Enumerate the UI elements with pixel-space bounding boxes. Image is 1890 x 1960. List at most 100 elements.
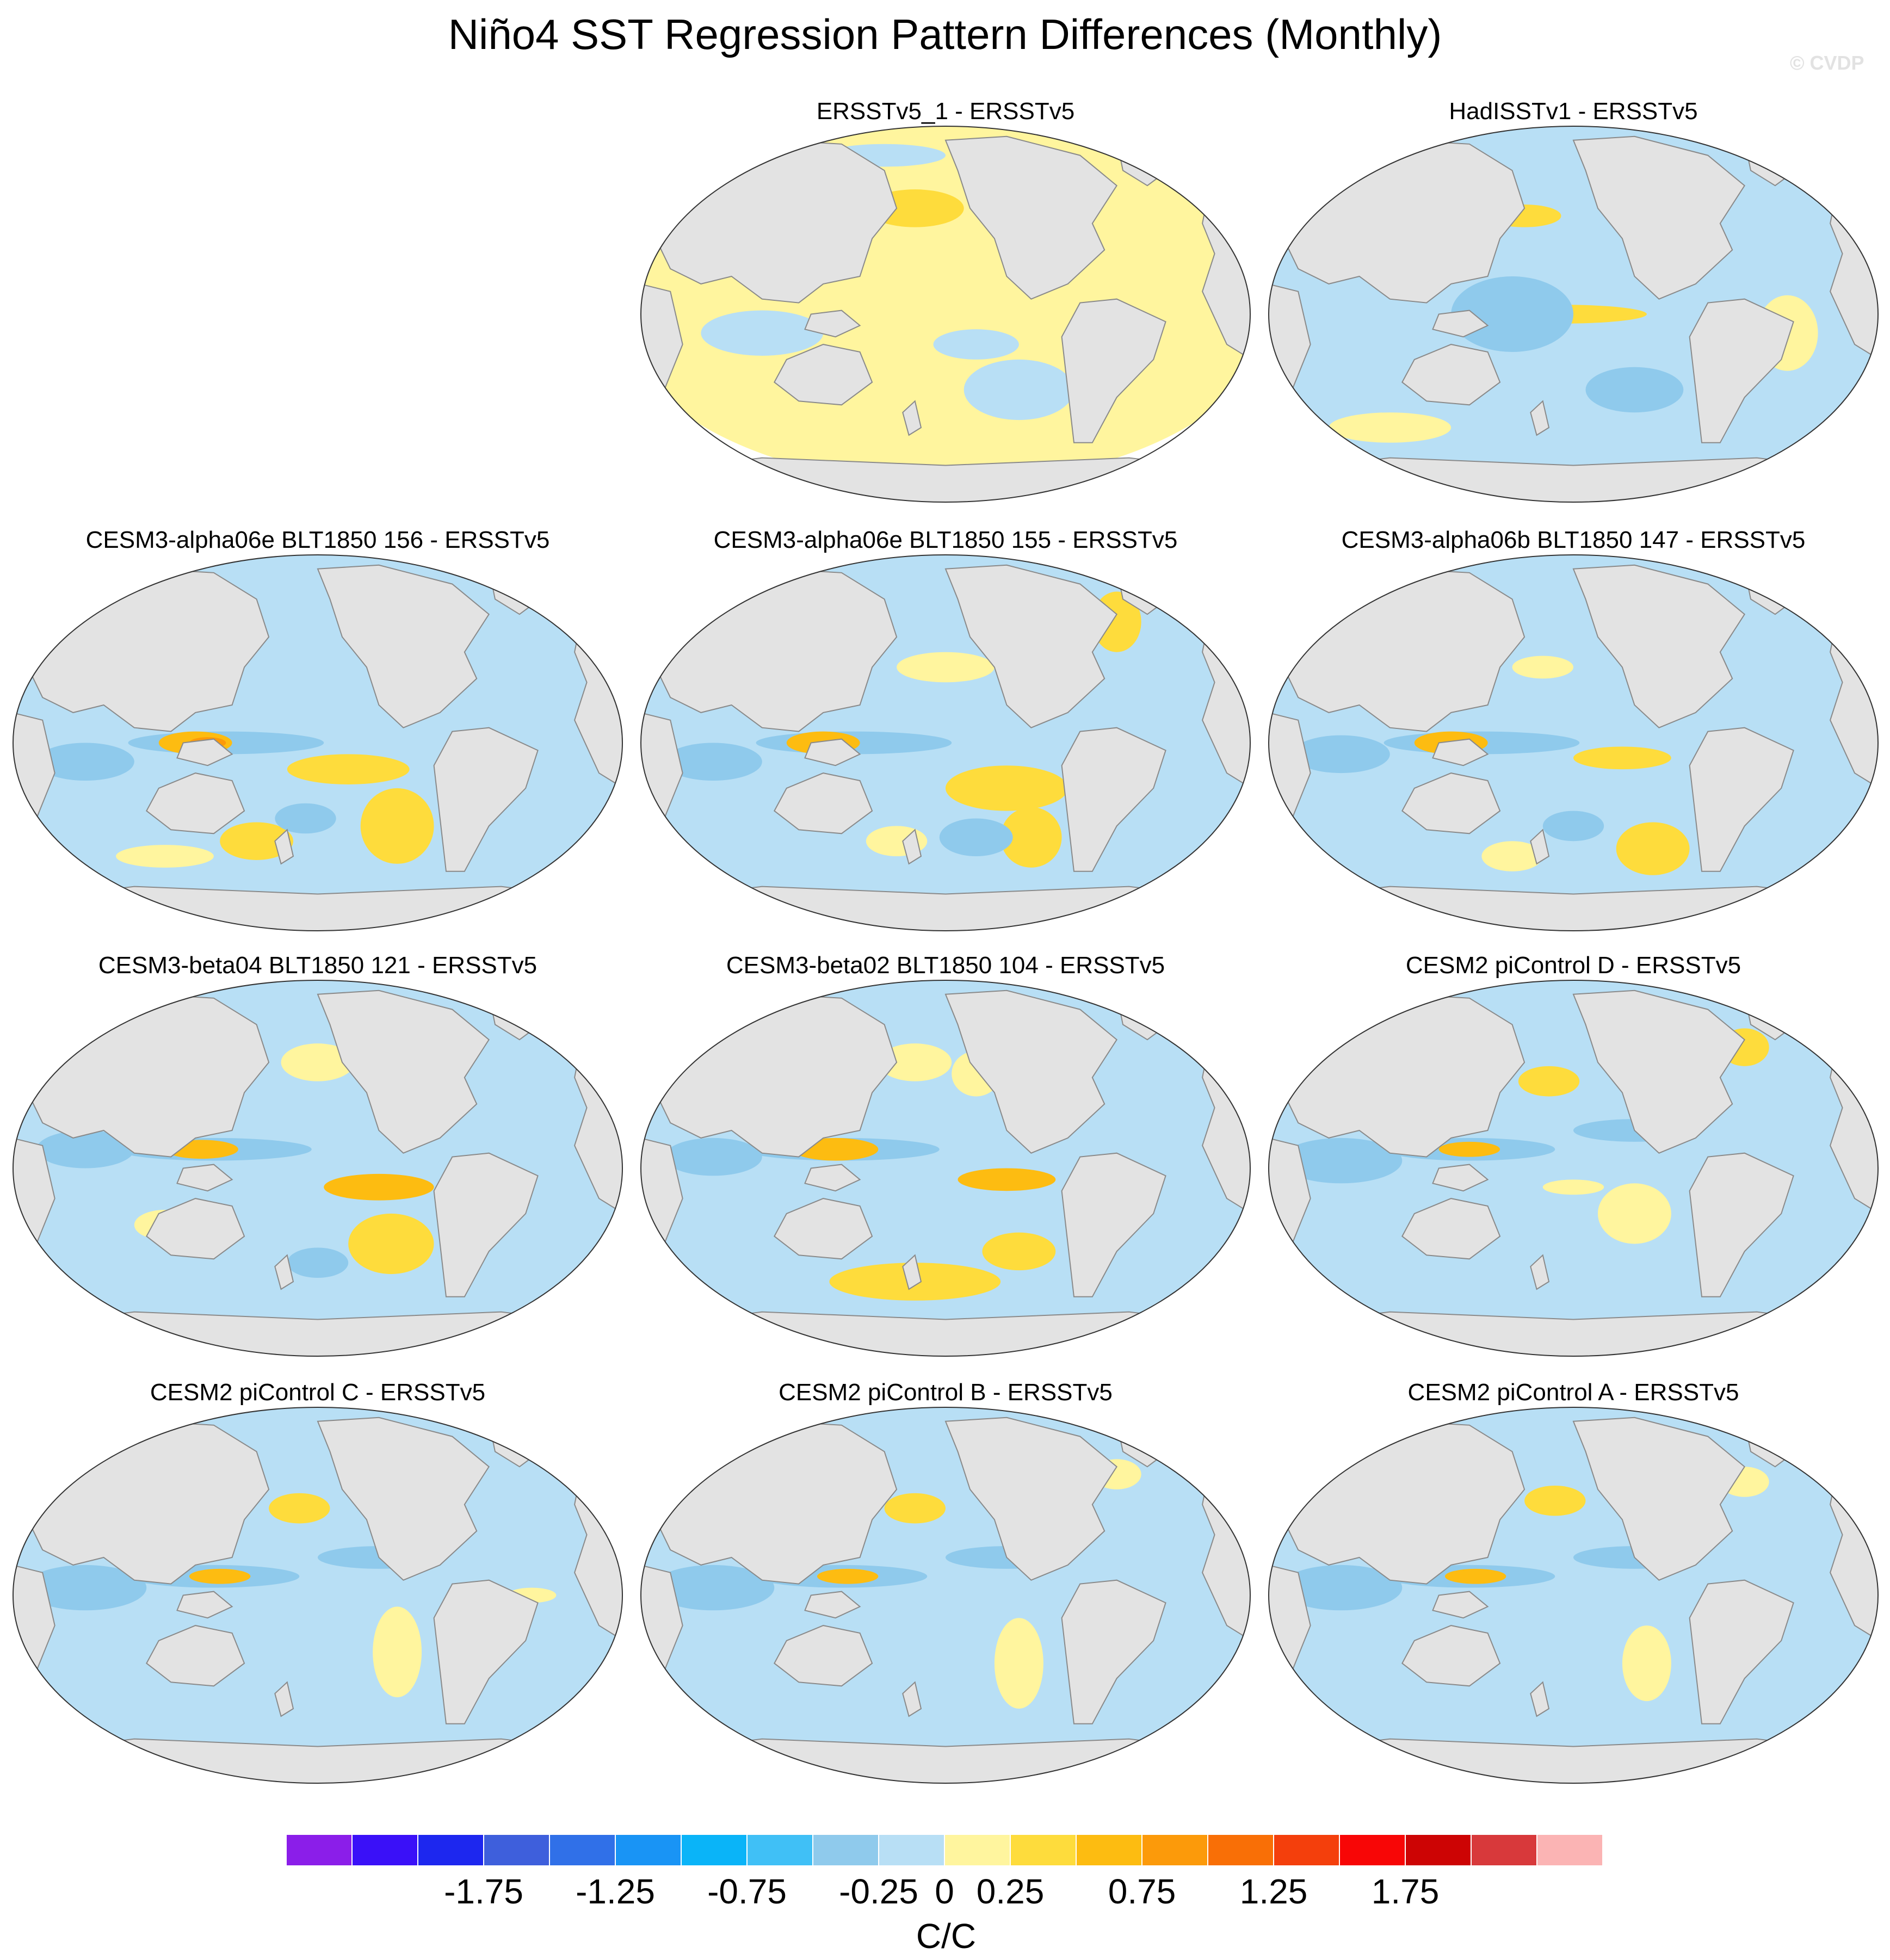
positive-anomaly-region	[1329, 412, 1452, 443]
positive-anomaly-region	[1616, 822, 1690, 875]
negative-anomaly-region	[36, 743, 134, 781]
negative-anomaly-region	[1280, 1137, 1403, 1184]
panel-title: CESM2 piControl A - ERSSTv5	[1407, 1379, 1739, 1406]
positive-anomaly-region	[1438, 1141, 1500, 1157]
positive-anomaly-region	[269, 1493, 330, 1524]
positive-anomaly-region	[884, 1493, 946, 1524]
land-mass	[1572, 990, 1746, 1154]
land-mass	[1061, 298, 1166, 443]
colorbar-swatch	[746, 1834, 813, 1866]
negative-anomaly-region	[1542, 811, 1604, 842]
positive-anomaly-region	[1444, 1568, 1506, 1584]
land-mass	[804, 1591, 861, 1619]
world-map	[13, 1407, 623, 1784]
land-mass	[433, 1152, 539, 1297]
land-mass	[274, 828, 294, 865]
land-mass	[1432, 1591, 1489, 1619]
land-mass	[176, 1591, 233, 1619]
positive-anomaly-region	[360, 788, 434, 864]
colorbar	[286, 1834, 1603, 1866]
land-mass	[774, 1625, 873, 1687]
land-mass	[774, 772, 873, 834]
negative-anomaly-region	[36, 1130, 134, 1168]
land-mass	[1689, 1152, 1794, 1297]
positive-anomaly-region	[1542, 1179, 1604, 1195]
colorbar-units: C/C	[916, 1916, 977, 1956]
positive-anomaly-region	[189, 1568, 251, 1584]
colorbar-tick-label: -0.25	[839, 1872, 918, 1911]
world-map	[1268, 126, 1879, 503]
map-border	[640, 554, 1251, 931]
panel-title: CESM3-beta04 BLT1850 121 - ERSSTv5	[98, 952, 538, 979]
positive-anomaly-region	[1518, 1066, 1580, 1097]
colorbar-tick-label: -0.75	[707, 1872, 787, 1911]
colorbar-tick-label: 0.25	[976, 1872, 1045, 1911]
land-mass	[1061, 1579, 1166, 1724]
colorbar-swatch	[351, 1834, 418, 1866]
colorbar-tick-label: -1.25	[576, 1872, 655, 1911]
map-border	[640, 126, 1251, 503]
colorbar-swatch	[1273, 1834, 1340, 1866]
positive-anomaly-region	[287, 754, 410, 784]
positive-anomaly-region	[982, 1232, 1056, 1271]
land-mass	[176, 1164, 233, 1192]
panel-title: CESM2 piControl C - ERSSTv5	[150, 1379, 486, 1406]
positive-anomaly-region	[220, 822, 294, 860]
land-mass	[804, 310, 861, 338]
land-mass	[1689, 1579, 1794, 1724]
positive-anomaly-region	[946, 765, 1068, 811]
panel-title: CESM3-alpha06e BLT1850 155 - ERSSTv5	[713, 527, 1178, 553]
colorbar-swatch	[1471, 1834, 1537, 1866]
positive-anomaly-region	[1481, 841, 1543, 871]
world-map	[640, 554, 1251, 931]
negative-anomaly-region	[1292, 735, 1390, 774]
map-border	[13, 1407, 623, 1784]
world-map	[640, 1407, 1251, 1784]
panel-title: CESM3-alpha06e BLT1850 156 - ERSSTv5	[85, 527, 550, 553]
land-mass	[902, 828, 922, 865]
map-border	[640, 980, 1251, 1357]
land-mass	[1401, 772, 1501, 834]
positive-anomaly-region	[897, 652, 995, 683]
colorbar-swatch	[944, 1834, 1011, 1866]
land-mass	[1530, 1254, 1550, 1290]
negative-anomaly-region	[287, 1247, 349, 1278]
positive-anomaly-region	[817, 1568, 879, 1584]
land-mass	[1689, 298, 1794, 443]
colorbar-swatch	[878, 1834, 945, 1866]
positive-anomaly-region	[116, 845, 214, 868]
negative-anomaly-region	[1280, 1565, 1403, 1611]
colorbar-swatch	[417, 1834, 484, 1866]
negative-anomaly-region	[652, 1565, 775, 1611]
land-mass	[274, 1254, 294, 1290]
land-mass	[1530, 1681, 1550, 1717]
panel-title: HadISSTv1 - ERSSTv5	[1449, 98, 1698, 125]
land-mass	[902, 1254, 922, 1290]
positive-anomaly-region	[1597, 1183, 1671, 1244]
land-mass	[1572, 564, 1746, 728]
world-map	[13, 554, 623, 931]
world-map	[1268, 980, 1879, 1357]
colorbar-swatch	[812, 1834, 879, 1866]
world-map	[640, 980, 1251, 1357]
map-border	[640, 1407, 1251, 1784]
colorbar-swatch	[681, 1834, 748, 1866]
land-mass	[433, 727, 539, 872]
land-mass	[274, 1681, 294, 1717]
positive-anomaly-region	[641, 126, 1250, 485]
figure-title: Niño4 SST Regression Pattern Differences…	[448, 10, 1442, 58]
positive-anomaly-region	[348, 1213, 434, 1275]
land-mass	[146, 772, 245, 834]
negative-anomaly-region	[701, 310, 824, 356]
panel-title: CESM3-beta02 BLT1850 104 - ERSSTv5	[726, 952, 1165, 979]
land-mass	[1061, 727, 1166, 872]
land-mass	[1432, 1164, 1489, 1192]
land-mass	[902, 400, 922, 436]
world-map	[640, 126, 1251, 503]
negative-anomaly-region	[664, 743, 762, 781]
positive-anomaly-region	[1573, 746, 1671, 770]
panel-title: CESM2 piControl B - ERSSTv5	[779, 1379, 1113, 1406]
negative-anomaly-region	[1585, 367, 1684, 413]
positive-anomaly-region	[958, 1168, 1056, 1191]
land-mass	[944, 135, 1118, 300]
